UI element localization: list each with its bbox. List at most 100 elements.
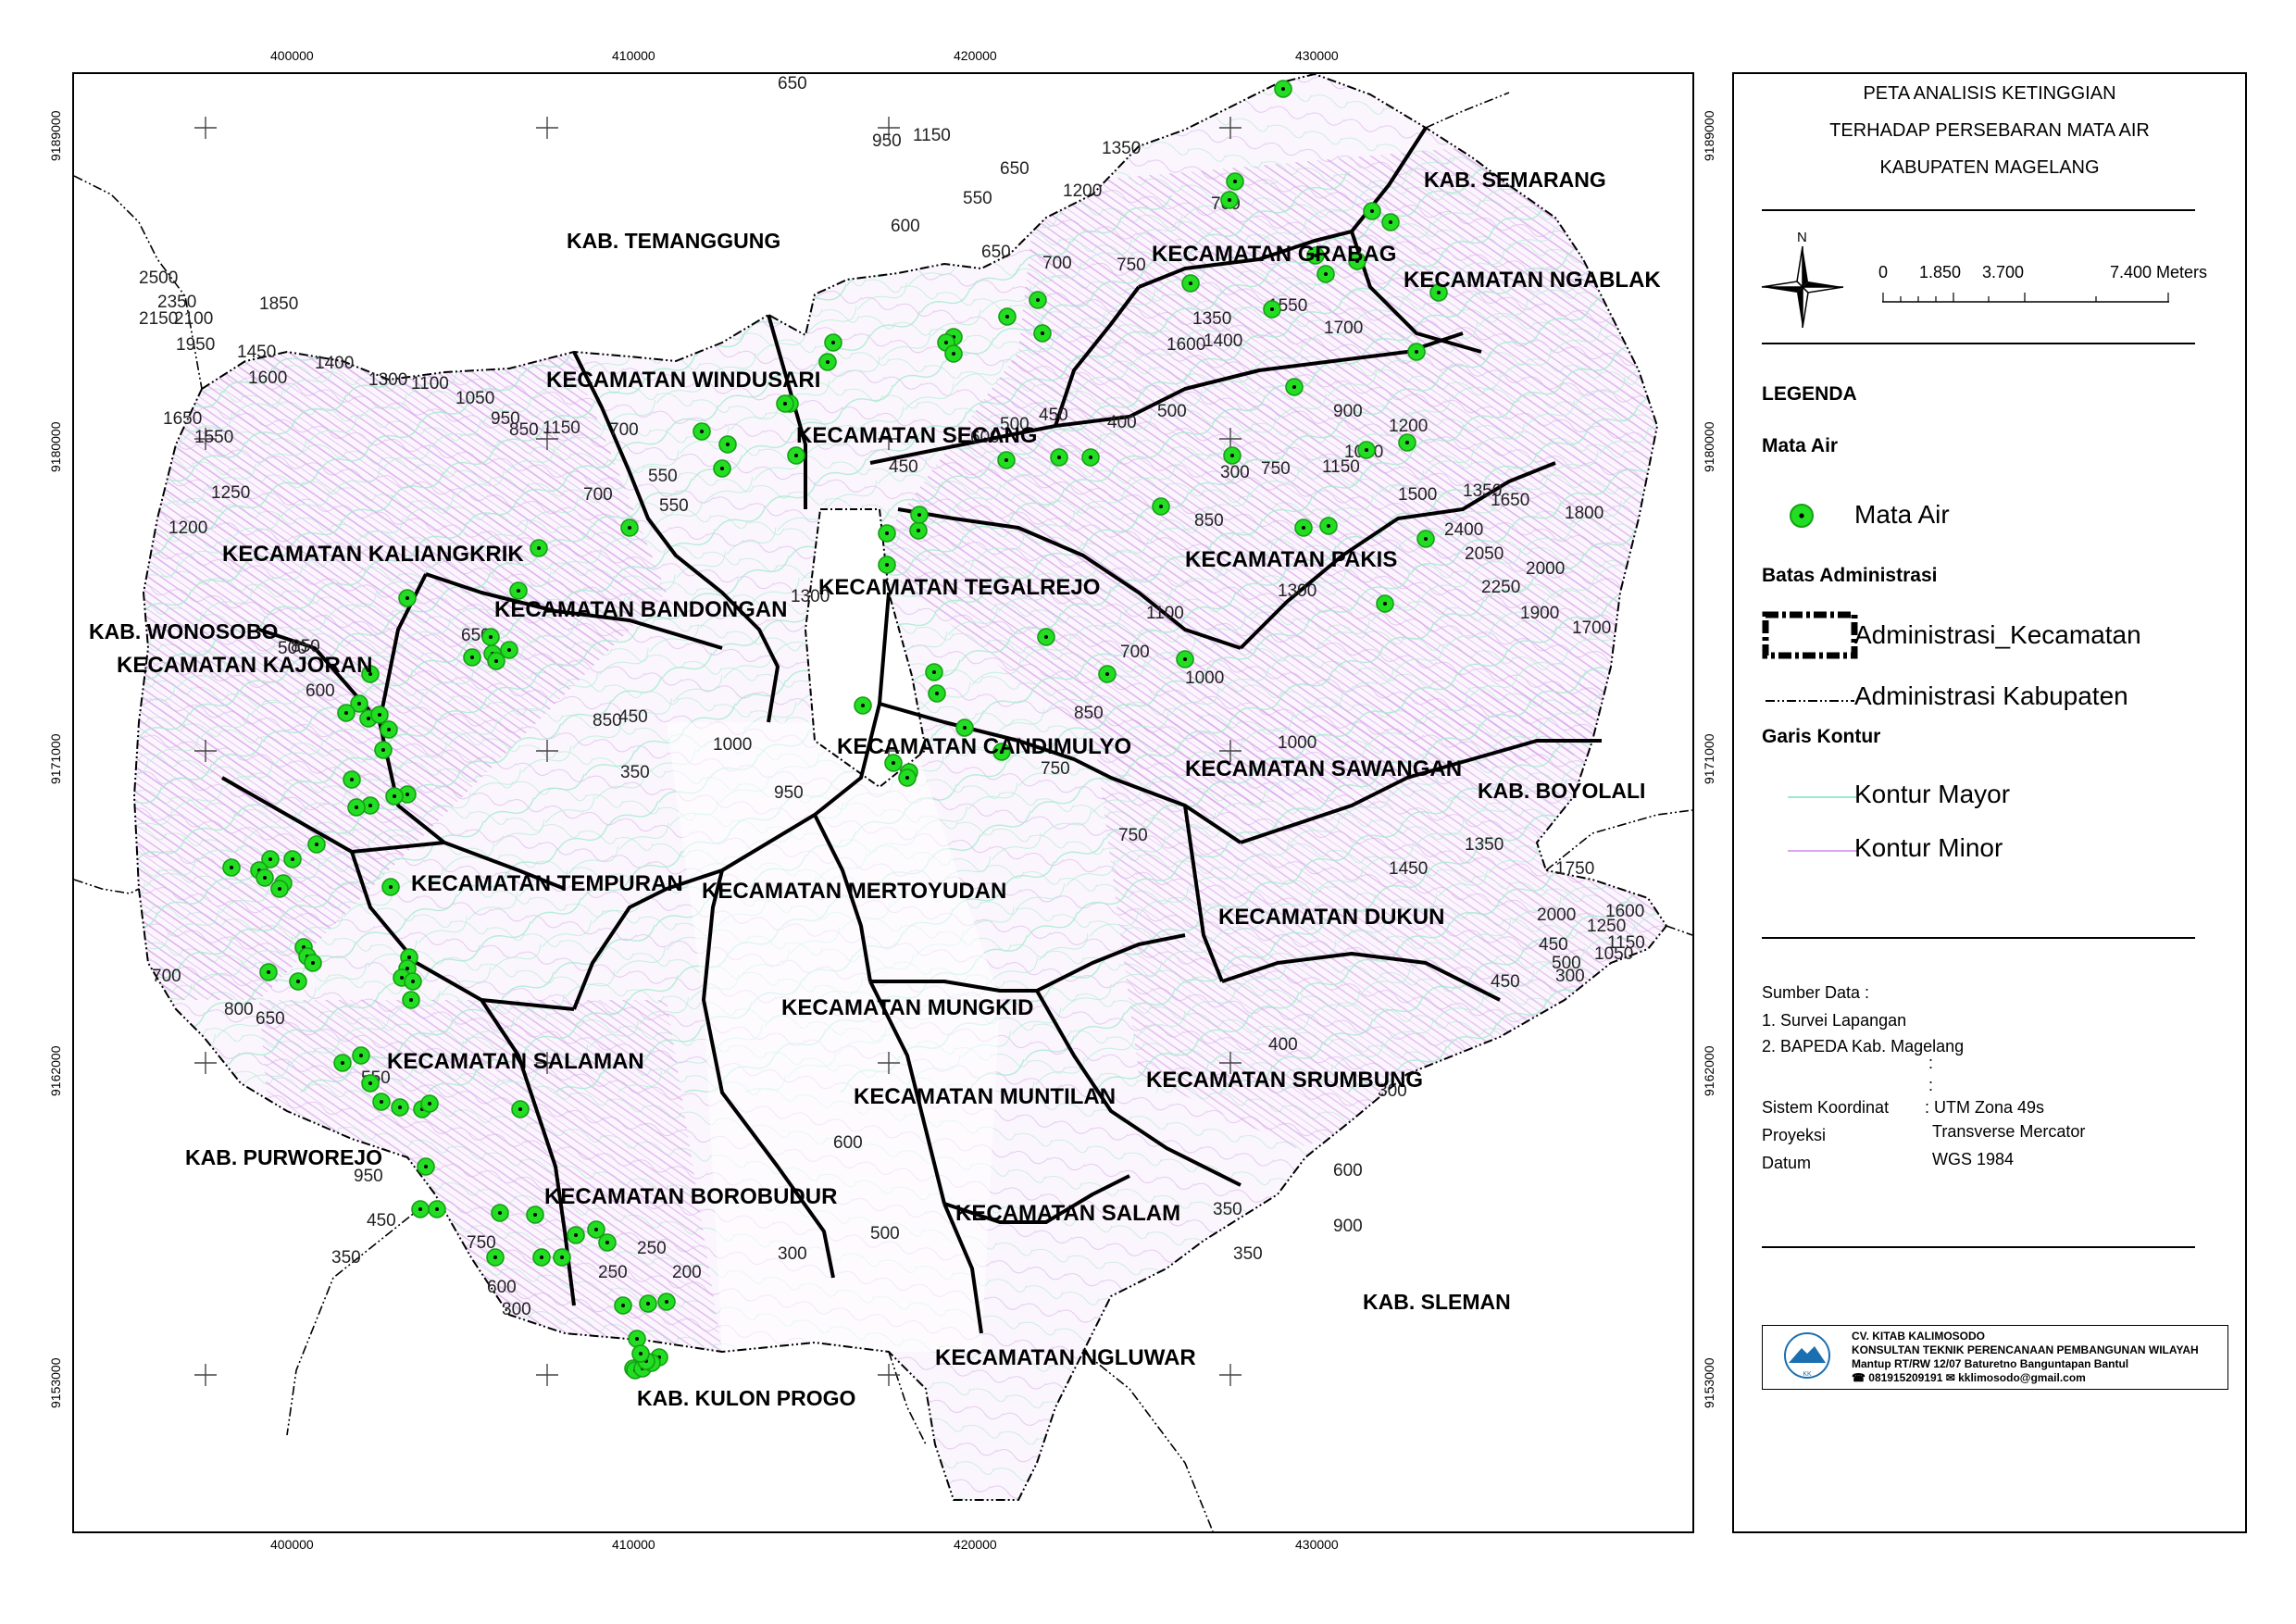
spring-point[interactable] bbox=[1294, 518, 1313, 537]
spring-point[interactable] bbox=[372, 1093, 391, 1111]
spring-point[interactable] bbox=[1181, 274, 1200, 293]
spring-point[interactable] bbox=[1416, 530, 1435, 548]
spring-point[interactable] bbox=[1226, 172, 1244, 191]
spring-point[interactable] bbox=[361, 796, 380, 815]
spring-point[interactable] bbox=[259, 963, 278, 981]
spring-point[interactable] bbox=[380, 720, 398, 739]
spring-point[interactable] bbox=[693, 422, 711, 441]
spring-point[interactable] bbox=[884, 754, 903, 772]
spring-point[interactable] bbox=[587, 1220, 605, 1239]
spring-point[interactable] bbox=[347, 798, 366, 817]
spring-point[interactable] bbox=[898, 768, 917, 787]
spring-point[interactable] bbox=[614, 1296, 632, 1315]
spring-point[interactable] bbox=[1274, 80, 1292, 98]
spring-point[interactable] bbox=[420, 1094, 439, 1113]
spring-point[interactable] bbox=[222, 858, 241, 877]
spring-point[interactable] bbox=[417, 1157, 435, 1176]
spring-point[interactable] bbox=[854, 696, 872, 715]
spring-point[interactable] bbox=[657, 1293, 676, 1311]
spring-point[interactable] bbox=[1363, 202, 1381, 220]
spring-point[interactable] bbox=[261, 850, 280, 868]
spring-point[interactable] bbox=[343, 770, 361, 789]
spring-point[interactable] bbox=[530, 539, 548, 557]
spring-point[interactable] bbox=[1381, 213, 1400, 231]
spring-point[interactable] bbox=[1263, 300, 1281, 319]
spring-point[interactable] bbox=[337, 704, 356, 722]
spring-point[interactable] bbox=[361, 665, 380, 683]
spring-point[interactable] bbox=[1429, 283, 1448, 302]
spring-point[interactable] bbox=[350, 694, 368, 713]
spring-point[interactable] bbox=[1306, 246, 1325, 265]
spring-point[interactable] bbox=[304, 954, 322, 972]
spring-point[interactable] bbox=[824, 333, 842, 352]
spring-point[interactable] bbox=[283, 850, 302, 868]
spring-point[interactable] bbox=[1220, 191, 1239, 209]
spring-point[interactable] bbox=[992, 743, 1011, 761]
spring-point[interactable] bbox=[509, 581, 528, 600]
spring-point[interactable] bbox=[713, 459, 731, 478]
spring-point[interactable] bbox=[620, 518, 639, 537]
spring-point[interactable] bbox=[361, 1074, 380, 1093]
spring-point[interactable] bbox=[631, 1344, 650, 1363]
spring-point[interactable] bbox=[370, 706, 389, 724]
spring-point[interactable] bbox=[428, 1200, 446, 1218]
spring-point[interactable] bbox=[639, 1294, 657, 1313]
spring-point[interactable] bbox=[1050, 448, 1068, 467]
spring-point[interactable] bbox=[1176, 650, 1194, 668]
spring-point[interactable] bbox=[391, 1098, 409, 1117]
spring-point[interactable] bbox=[463, 648, 481, 667]
spring-point[interactable] bbox=[553, 1248, 571, 1267]
spring-point[interactable] bbox=[1033, 324, 1052, 343]
spring-point[interactable] bbox=[1407, 343, 1426, 361]
spring-point[interactable] bbox=[1316, 265, 1335, 283]
spring-point[interactable] bbox=[1152, 497, 1170, 516]
spring-point[interactable] bbox=[352, 1046, 370, 1065]
spring-point[interactable] bbox=[718, 435, 737, 454]
spring-point[interactable] bbox=[333, 1054, 352, 1072]
spring-point[interactable] bbox=[404, 972, 422, 991]
spring-point[interactable] bbox=[374, 741, 393, 759]
spring-point[interactable] bbox=[955, 718, 974, 737]
spring-point[interactable] bbox=[1285, 378, 1304, 396]
spring-point[interactable] bbox=[1319, 517, 1338, 535]
spring-point[interactable] bbox=[1357, 441, 1376, 459]
spring-point[interactable] bbox=[500, 641, 518, 659]
spring-point[interactable] bbox=[532, 1248, 551, 1267]
spring-point[interactable] bbox=[256, 868, 274, 887]
spring-point[interactable] bbox=[402, 991, 420, 1009]
map-frame[interactable]: 650 950 1150 1350 1200 700 550 650 600 650 700 750 1… bbox=[72, 72, 1694, 1533]
spring-point[interactable] bbox=[1348, 252, 1366, 270]
spring-point[interactable] bbox=[1037, 628, 1055, 646]
spring-point[interactable] bbox=[776, 394, 794, 413]
spring-point[interactable] bbox=[878, 524, 896, 543]
spring-point[interactable] bbox=[411, 1200, 430, 1218]
spring-point[interactable] bbox=[1029, 291, 1047, 309]
spring-point[interactable] bbox=[307, 835, 326, 854]
spring-point[interactable] bbox=[487, 652, 505, 670]
spring-point[interactable] bbox=[567, 1226, 585, 1244]
spring-point[interactable] bbox=[385, 787, 404, 806]
spring-point[interactable] bbox=[598, 1233, 617, 1252]
spring-point[interactable] bbox=[818, 353, 837, 371]
spring-point[interactable] bbox=[878, 556, 896, 574]
spring-point[interactable] bbox=[486, 1248, 505, 1267]
spring-point[interactable] bbox=[910, 506, 929, 524]
spring-point[interactable] bbox=[1398, 433, 1416, 452]
spring-point[interactable] bbox=[998, 307, 1017, 326]
spring-point[interactable] bbox=[909, 521, 928, 540]
spring-point[interactable] bbox=[481, 628, 500, 646]
spring-point[interactable] bbox=[491, 1204, 509, 1222]
spring-point[interactable] bbox=[270, 880, 289, 898]
spring-point[interactable] bbox=[526, 1206, 544, 1224]
spring-point[interactable] bbox=[1081, 448, 1100, 467]
spring-point[interactable] bbox=[289, 972, 307, 991]
spring-point[interactable] bbox=[925, 663, 943, 681]
spring-point[interactable] bbox=[928, 684, 946, 703]
spring-point[interactable] bbox=[1098, 665, 1117, 683]
spring-point[interactable] bbox=[1376, 594, 1394, 613]
spring-point[interactable] bbox=[381, 878, 400, 896]
spring-point[interactable] bbox=[398, 589, 417, 607]
map-canvas[interactable]: 650 950 1150 1350 1200 700 550 650 600 650 700 750 1… bbox=[74, 74, 1692, 1531]
spring-point[interactable] bbox=[1223, 446, 1242, 465]
spring-point[interactable] bbox=[997, 451, 1016, 469]
